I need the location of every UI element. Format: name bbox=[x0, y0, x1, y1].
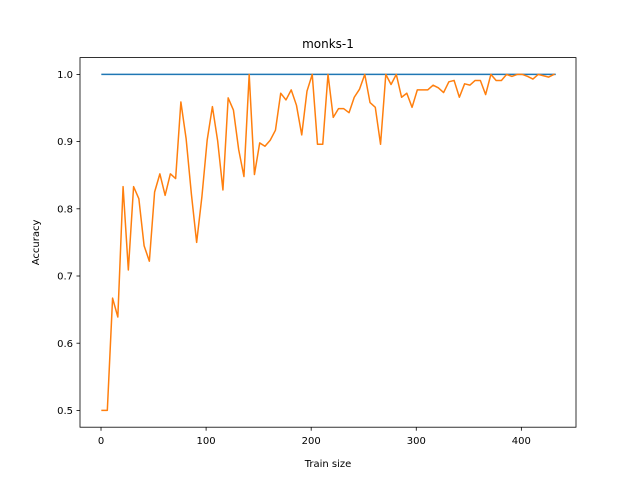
y-tick-label: 0.5 bbox=[57, 406, 73, 417]
x-tick-label: 400 bbox=[512, 436, 531, 447]
y-tick-label: 0.8 bbox=[57, 204, 73, 215]
y-tick-label: 0.6 bbox=[57, 339, 73, 350]
y-axis: 0.5 0.6 0.7 0.8 0.9 1.0 bbox=[57, 70, 80, 417]
x-tick-label: 100 bbox=[197, 436, 216, 447]
x-axis-label: Train size bbox=[304, 459, 352, 470]
chart-title: monks-1 bbox=[302, 37, 354, 51]
x-axis: 0 100 200 300 400 bbox=[98, 427, 531, 447]
y-tick-label: 0.9 bbox=[57, 137, 73, 148]
y-tick-label: 0.7 bbox=[57, 272, 73, 283]
axes-frame bbox=[79, 57, 577, 428]
y-axis-label: Accuracy bbox=[31, 219, 42, 265]
x-tick-label: 200 bbox=[302, 436, 321, 447]
x-tick-label: 0 bbox=[98, 436, 104, 447]
y-tick-label: 1.0 bbox=[57, 70, 73, 81]
plot-area bbox=[101, 73, 556, 412]
series-line-2 bbox=[101, 73, 555, 412]
x-tick-label: 300 bbox=[407, 436, 426, 447]
